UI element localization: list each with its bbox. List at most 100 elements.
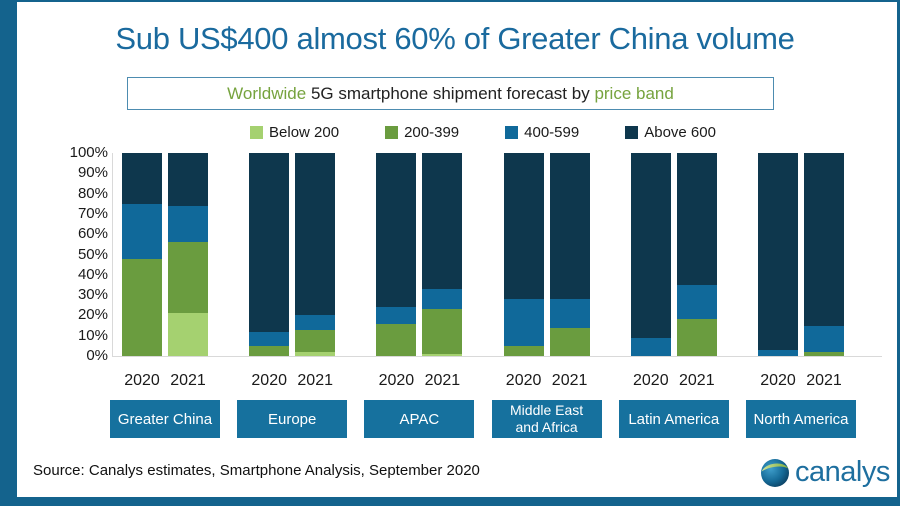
segment-200-399: [676, 319, 717, 356]
legend-label: 400-599: [524, 123, 580, 141]
x-axis-year-label: 2021: [679, 372, 715, 389]
legend-item-200-399: 200-399: [385, 124, 459, 141]
segment-200-399: [122, 258, 162, 356]
segment-400-599: [249, 331, 290, 346]
segment-400-599: [295, 315, 336, 330]
segment-200-399: [804, 351, 844, 356]
segment-above-600: [249, 153, 290, 332]
segment-above-600: [630, 153, 671, 338]
region-label-europe: Europe: [237, 400, 348, 438]
region-label-greater-china: Greater China: [110, 400, 220, 438]
segment-400-599: [422, 289, 463, 310]
bar-north-america-2021: [804, 153, 844, 356]
chart-subtitle-box: Worldwide 5G smartphone shipment forecas…: [127, 77, 774, 110]
segment-200-399: [376, 323, 417, 356]
region-label-line: APAC: [399, 410, 440, 428]
legend-item-400-599: 400-599: [505, 124, 579, 141]
segment-400-599: [804, 325, 844, 352]
x-axis-year-label: 2021: [297, 372, 333, 389]
segment-400-599: [376, 307, 417, 324]
segment-400-599: [758, 349, 798, 356]
bar-greater-china-2021: [168, 153, 208, 356]
canalys-logo-text: canalys: [795, 456, 890, 488]
bar-middle-east-and-africa-2020: [503, 153, 544, 356]
segment-above-600: [549, 153, 590, 300]
y-axis-tick: 50%: [77, 245, 108, 263]
segment-above-600: [758, 153, 798, 350]
segment-400-599: [630, 337, 671, 356]
segment-above-600: [376, 153, 417, 308]
segment-200-399: [503, 345, 544, 356]
y-axis-line: [112, 153, 113, 357]
x-axis-year-label: 2020: [124, 372, 160, 389]
legend-swatch-below-200-icon: [250, 125, 264, 139]
segment-200-399: [295, 329, 336, 352]
legend-swatch-200-399-icon: [385, 125, 399, 139]
bar-europe-2020: [249, 153, 290, 356]
region-label-line: Europe: [268, 410, 317, 428]
y-axis-tick: 10%: [77, 326, 108, 344]
chart-legend: Below 200 200-399 400-599 Above 600: [113, 123, 853, 141]
slide-border-right: [897, 0, 900, 506]
segment-above-600: [804, 153, 844, 326]
segment-200-399: [549, 327, 590, 356]
y-axis-tick: 40%: [77, 265, 108, 283]
subtitle-lead: Worldwide: [227, 83, 307, 103]
subtitle-middle: 5G smartphone shipment forecast by: [306, 83, 595, 103]
region-label-middle-east-and-africa: Middle East and Africa: [491, 400, 602, 438]
region-label-line: Middle East: [510, 402, 584, 418]
legend-label: Below 200: [269, 123, 340, 141]
legend-label: Above 600: [644, 123, 716, 141]
bar-apac-2020: [376, 153, 417, 356]
legend-item-above-600: Above 600: [625, 124, 716, 141]
segment-400-599: [676, 284, 717, 320]
y-axis-tick: 60%: [77, 225, 108, 243]
segment-below-200: [168, 313, 208, 356]
x-axis-year-label: 2020: [633, 372, 669, 389]
bar-middle-east-and-africa-2021: [549, 153, 590, 356]
region-label-line: Latin America: [628, 410, 720, 428]
page-title: Sub US$400 almost 60% of Greater China v…: [115, 21, 795, 56]
canalys-globe-icon: [761, 458, 789, 487]
x-axis-year-label: 2021: [170, 372, 206, 389]
x-axis-year-label: 2021: [424, 372, 461, 389]
canalys-logo: canalys: [760, 456, 890, 489]
slide-border-bottom: [0, 497, 900, 506]
segment-above-600: [422, 153, 463, 290]
bar-north-america-2020: [758, 153, 798, 356]
segment-above-600: [676, 153, 717, 285]
segment-below-200: [422, 353, 463, 356]
region-label-line: North America: [753, 410, 849, 428]
region-label-apac: APAC: [364, 400, 475, 438]
segment-400-599: [503, 299, 544, 346]
region-label-latin-america: Latin America: [618, 400, 729, 438]
bar-apac-2021: [422, 153, 463, 356]
segment-200-399: [249, 345, 290, 356]
slide-border-top: [0, 0, 900, 2]
x-axis-year-label: 2020: [505, 372, 542, 389]
bar-latin-america-2020: [630, 153, 671, 356]
region-label-line: and Africa: [515, 419, 578, 435]
bar-europe-2021: [295, 153, 336, 356]
bar-greater-china-2020: [122, 153, 162, 356]
x-axis-year-label: 2020: [251, 372, 287, 389]
y-axis-tick: 30%: [77, 286, 108, 304]
legend-swatch-above-600-icon: [625, 125, 639, 139]
segment-below-200: [295, 351, 336, 356]
y-axis-tick: 90%: [77, 164, 108, 182]
source-note: Source: Canalys estimates, Smartphone An…: [33, 462, 480, 479]
segment-above-600: [503, 153, 544, 300]
segment-400-599: [122, 203, 162, 259]
x-axis-year-label: 2021: [806, 372, 842, 389]
x-axis-year-label: 2021: [551, 372, 588, 389]
segment-above-600: [122, 153, 162, 204]
x-axis-year-label: 2020: [378, 372, 415, 389]
segment-400-599: [549, 299, 590, 328]
segment-above-600: [295, 153, 336, 316]
slide-border-left: [0, 0, 17, 506]
legend-swatch-400-599-icon: [505, 125, 519, 139]
region-label-line: Greater China: [117, 410, 213, 428]
segment-200-399: [168, 242, 208, 314]
x-axis-baseline: [112, 356, 882, 357]
